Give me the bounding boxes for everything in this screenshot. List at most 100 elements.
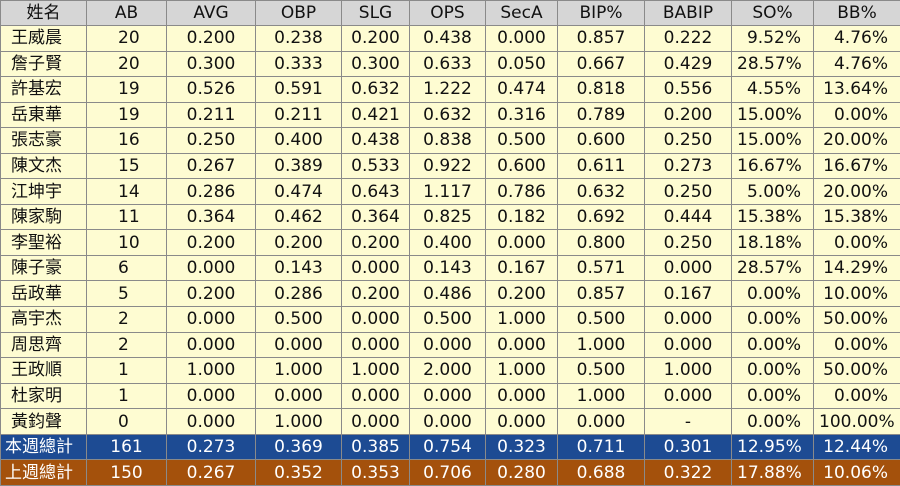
ops-value: 0.633 xyxy=(409,50,486,78)
player-row: 岳東華 19 0.211 0.211 0.421 0.632 0.316 0.789 0.200… xyxy=(0,101,900,129)
bip-pct-value: 0.611 xyxy=(557,152,645,180)
player-name: 王威晨 xyxy=(0,25,87,52)
avg-value: 0.267 xyxy=(166,152,256,180)
total-bb-pct: 12.44% xyxy=(813,433,900,461)
avg-value: 0.000 xyxy=(166,331,256,359)
player-name: 陳家駒 xyxy=(0,203,87,231)
obp-value: 0.462 xyxy=(255,203,342,231)
obp-value: 0.333 xyxy=(255,50,342,78)
bb-pct-value: 20.00% xyxy=(813,178,900,205)
current-week-total-row: 本週總計 161 0.273 0.369 0.385 0.754 0.323 0… xyxy=(0,433,900,461)
avg-value: 0.211 xyxy=(166,101,256,129)
ab-value: 0 xyxy=(86,408,167,435)
bip-pct-value: 0.857 xyxy=(557,25,645,52)
bip-pct-value: 0.632 xyxy=(557,178,645,205)
column-header-seca: SecA xyxy=(485,0,558,26)
total-slg: 0.385 xyxy=(341,433,410,461)
player-name: 杜家明 xyxy=(0,382,87,410)
slg-value: 0.438 xyxy=(341,127,410,154)
so-pct-value: 0.00% xyxy=(731,306,814,333)
bip-pct-value: 0.789 xyxy=(557,101,645,129)
bb-pct-value: 0.00% xyxy=(813,101,900,129)
seca-value: 1.000 xyxy=(485,306,558,333)
slg-value: 0.364 xyxy=(341,203,410,231)
so-pct-value: 18.18% xyxy=(731,229,814,256)
obp-value: 1.000 xyxy=(255,357,342,384)
header-row: 姓名 AB AVG OBP SLG OPS SecA BIP% BABIP SO… xyxy=(0,0,900,26)
babip-value: 0.200 xyxy=(644,101,732,129)
so-pct-value: 28.57% xyxy=(731,254,814,282)
so-pct-value: 9.52% xyxy=(731,25,814,52)
total-babip: 0.301 xyxy=(644,433,732,461)
total-ab: 150 xyxy=(86,459,167,486)
so-pct-value: 15.38% xyxy=(731,203,814,231)
ab-value: 19 xyxy=(86,101,167,129)
ops-value: 2.000 xyxy=(409,357,486,384)
bb-pct-value: 0.00% xyxy=(813,331,900,359)
avg-value: 0.200 xyxy=(166,229,256,256)
so-pct-value: 4.55% xyxy=(731,76,814,103)
player-name: 陳文杰 xyxy=(0,152,87,180)
babip-value: 0.250 xyxy=(644,127,732,154)
avg-value: 0.250 xyxy=(166,127,256,154)
avg-value: 0.000 xyxy=(166,254,256,282)
column-header-bb-pct: BB% xyxy=(813,0,900,26)
bip-pct-value: 0.600 xyxy=(557,127,645,154)
so-pct-value: 5.00% xyxy=(731,178,814,205)
player-name: 高宇杰 xyxy=(0,306,87,333)
obp-value: 0.500 xyxy=(255,306,342,333)
ab-value: 20 xyxy=(86,50,167,78)
bb-pct-value: 0.00% xyxy=(813,229,900,256)
babip-value: 1.000 xyxy=(644,357,732,384)
total-ab: 161 xyxy=(86,433,167,461)
column-header-babip: BABIP xyxy=(644,0,732,26)
so-pct-value: 0.00% xyxy=(731,280,814,308)
ops-value: 0.486 xyxy=(409,280,486,308)
avg-value: 0.000 xyxy=(166,306,256,333)
total-bip-pct: 0.688 xyxy=(557,459,645,486)
player-row: 李聖裕 10 0.200 0.200 0.200 0.400 0.000 0.800 0.250… xyxy=(0,229,900,256)
bip-pct-value: 0.667 xyxy=(557,50,645,78)
player-name: 王政順 xyxy=(0,357,87,384)
seca-value: 0.000 xyxy=(485,229,558,256)
bb-pct-value: 50.00% xyxy=(813,306,900,333)
obp-value: 0.286 xyxy=(255,280,342,308)
ab-value: 16 xyxy=(86,127,167,154)
obp-value: 0.200 xyxy=(255,229,342,256)
ops-value: 0.000 xyxy=(409,331,486,359)
player-row: 王威晨 20 0.200 0.238 0.200 0.438 0.000 0.857 0.222… xyxy=(0,25,900,52)
seca-value: 0.167 xyxy=(485,254,558,282)
player-row: 周思齊 2 0.000 0.000 0.000 0.000 0.000 1.000 0.000 0… xyxy=(0,331,900,359)
avg-value: 0.000 xyxy=(166,382,256,410)
player-row: 詹子賢 20 0.300 0.333 0.300 0.633 0.050 0.667 0.429… xyxy=(0,50,900,78)
seca-value: 0.600 xyxy=(485,152,558,180)
obp-value: 0.400 xyxy=(255,127,342,154)
total-ops: 0.754 xyxy=(409,433,486,461)
ab-value: 15 xyxy=(86,152,167,180)
babip-value: 0.000 xyxy=(644,254,732,282)
slg-value: 0.632 xyxy=(341,76,410,103)
avg-value: 0.200 xyxy=(166,25,256,52)
ops-value: 0.825 xyxy=(409,203,486,231)
player-name: 張志豪 xyxy=(0,127,87,154)
slg-value: 0.200 xyxy=(341,280,410,308)
babip-value: 0.444 xyxy=(644,203,732,231)
seca-value: 0.050 xyxy=(485,50,558,78)
slg-value: 0.000 xyxy=(341,331,410,359)
so-pct-value: 16.67% xyxy=(731,152,814,180)
bip-pct-value: 1.000 xyxy=(557,382,645,410)
seca-value: 0.000 xyxy=(485,382,558,410)
obp-value: 0.591 xyxy=(255,76,342,103)
seca-value: 0.000 xyxy=(485,408,558,435)
bb-pct-value: 100.00% xyxy=(813,408,900,435)
obp-value: 0.474 xyxy=(255,178,342,205)
column-header-obp: OBP xyxy=(255,0,342,26)
ops-value: 0.500 xyxy=(409,306,486,333)
player-name: 黃鈞聲 xyxy=(0,408,87,435)
column-header-ab: AB xyxy=(86,0,167,26)
seca-value: 0.200 xyxy=(485,280,558,308)
seca-value: 0.474 xyxy=(485,76,558,103)
player-row: 陳文杰 15 0.267 0.389 0.533 0.922 0.600 0.611 0.273… xyxy=(0,152,900,180)
babip-value: 0.167 xyxy=(644,280,732,308)
avg-value: 1.000 xyxy=(166,357,256,384)
